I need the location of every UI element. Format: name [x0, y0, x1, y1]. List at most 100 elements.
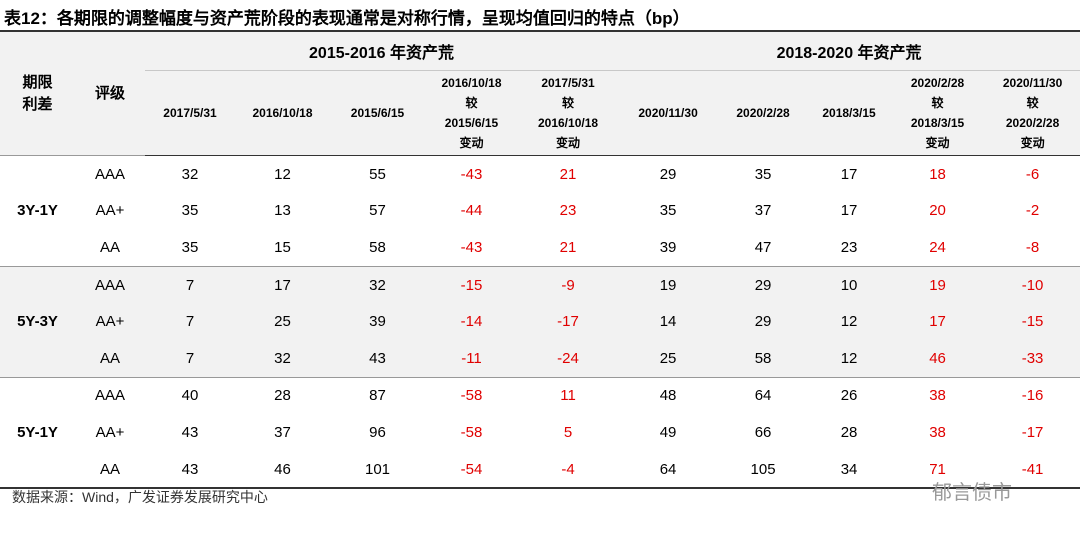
value-cell: 17: [235, 265, 330, 304]
header-line: 2017/5/31: [541, 76, 595, 90]
value-cell: 39: [659, 238, 677, 256]
value-cell: 35: [659, 202, 677, 220]
data-table: 期限 利差 评级 2015-2016 年资产荒 2018-2020 年资产荒 2017/5…: [0, 30, 1080, 490]
header-line: 较: [1026, 96, 1039, 110]
table-row: AA 35 15 58 -43 21 39 47 23 24 -8: [0, 229, 1080, 266]
table-row: AA+ 35 13 57 -44 23 35 37 17 20 -2: [0, 193, 1080, 230]
change-cell: -16: [985, 376, 1080, 415]
value-cell: 58: [369, 238, 386, 256]
value-cell: 64: [718, 376, 809, 415]
value-cell: 7: [145, 339, 235, 378]
change-cell: -15: [985, 303, 1080, 340]
change-cell: -14: [425, 303, 518, 340]
value-cell: 64: [659, 460, 677, 478]
change-cell: -17: [1021, 423, 1044, 441]
change-cell: -54: [460, 460, 483, 478]
value-cell: 47: [754, 238, 772, 256]
change-cell: 21: [518, 154, 619, 193]
change-cell: 38: [929, 423, 946, 441]
change-cell: -43: [460, 238, 483, 256]
table-row: 5Y-3Y AAA 7 17 32 -15 -9 19 29 10 19 -10: [0, 265, 1080, 378]
column-header: 2020/11/30 较 2020/2/28 变动: [985, 70, 1080, 156]
header-line: 较: [931, 96, 944, 110]
value-cell: 29: [718, 303, 809, 340]
value-cell: 48: [618, 376, 719, 415]
value-cell: 28: [235, 376, 330, 415]
rating-cell: AA: [99, 238, 120, 256]
header-line: 2018/3/15: [822, 106, 876, 120]
change-cell: -8: [1025, 238, 1040, 256]
value-cell: 28: [840, 423, 858, 441]
column-header: 2015/6/15: [330, 70, 425, 156]
change-cell: -44: [460, 202, 483, 220]
header-line: 2020/2/28: [736, 106, 790, 120]
rating-cell: AA+: [95, 202, 125, 220]
rating-cell: AA: [75, 339, 145, 378]
header-line: 变动: [1020, 136, 1045, 150]
change-cell: -33: [985, 339, 1080, 378]
value-cell: 37: [274, 423, 291, 441]
value-cell: 19: [618, 265, 719, 304]
column-header: 2020/11/30: [618, 70, 719, 156]
header-line: 2018/3/15: [910, 116, 965, 130]
value-cell: 40: [145, 376, 235, 415]
value-cell: 101: [364, 460, 391, 478]
change-cell: 23: [559, 202, 577, 220]
header-line: 2020/11/30: [638, 106, 698, 120]
table-row: 3Y-1Y AAA 32 12 55 -43 21 29 35 17 18 -6: [0, 154, 1080, 267]
value-cell: 25: [235, 303, 330, 340]
change-cell: 46: [890, 339, 986, 378]
header-line: 2015/6/15: [350, 106, 405, 120]
change-cell: 5: [563, 423, 573, 441]
change-cell: -58: [460, 423, 483, 441]
source-note: 数据来源：Wind，广发证券发展研究中心: [12, 489, 268, 505]
change-cell: -10: [985, 265, 1080, 304]
change-cell: -2: [1025, 202, 1040, 220]
table-row: AA+ 7 25 39 -14 -17 14 29 12 17 -15: [0, 303, 1080, 340]
value-cell: 87: [330, 376, 425, 415]
value-cell: 49: [659, 423, 677, 441]
term-header: 期限 利差: [0, 31, 75, 156]
table-row: AA 7 32 43 -11 -24 25 58 12 46 -33: [0, 339, 1080, 378]
term-cell: 5Y-1Y: [0, 376, 75, 489]
header-line: 利差: [22, 95, 53, 113]
change-cell: 71: [929, 460, 946, 478]
value-cell: 32: [330, 265, 425, 304]
value-cell: 43: [181, 460, 199, 478]
column-header: 2017/5/31: [145, 70, 235, 156]
change-cell: -17: [518, 303, 619, 340]
value-cell: 57: [369, 202, 386, 220]
header-line: 2020/2/28: [1005, 116, 1060, 130]
change-cell: 38: [890, 376, 986, 415]
watermark: 郁言债市: [932, 482, 1012, 504]
column-header: 2016/10/18 较 2015/6/15 变动: [425, 70, 518, 156]
change-cell: -41: [1021, 460, 1044, 478]
table-row: AA+ 43 37 96 -58 5 49 66 28 38 -17: [0, 414, 1080, 451]
header-line: 2020/11/30: [1002, 76, 1063, 90]
table-header: 期限 利差 评级 2015-2016 年资产荒 2018-2020 年资产荒 2017/5…: [0, 31, 1080, 156]
value-cell: 34: [840, 460, 858, 478]
rating-cell: AA: [99, 460, 120, 478]
value-cell: 43: [181, 423, 199, 441]
row-group: 5Y-3Y AAA 7 17 32 -15 -9 19 29 10 19 -10 AA+ 7 25 39 -14…: [0, 265, 1080, 378]
term-cell: 3Y-1Y: [0, 155, 75, 267]
value-cell: 13: [274, 202, 291, 220]
value-cell: 23: [840, 238, 858, 256]
header-line: 较: [465, 96, 478, 110]
value-cell: 39: [330, 303, 425, 340]
change-cell: 21: [559, 238, 577, 256]
value-cell: 58: [718, 339, 809, 378]
column-header: 2018/3/15: [808, 70, 891, 156]
value-cell: 29: [718, 265, 809, 304]
value-cell: 17: [840, 202, 858, 220]
value-cell: 35: [181, 202, 199, 220]
header-line: 变动: [925, 136, 950, 150]
value-cell: 7: [145, 303, 235, 340]
table-row: 5Y-1Y AAA 40 28 87 -58 11 48 64 26 38 -16: [0, 376, 1080, 489]
change-cell: -4: [561, 460, 575, 478]
change-cell: -24: [518, 339, 619, 378]
value-cell: 46: [274, 460, 291, 478]
header-line: 较: [562, 96, 575, 110]
title: 表12：各期限的调整幅度与资产荒阶段的表现通常是对称行情，呈现均值回归的特点（b…: [4, 9, 690, 28]
